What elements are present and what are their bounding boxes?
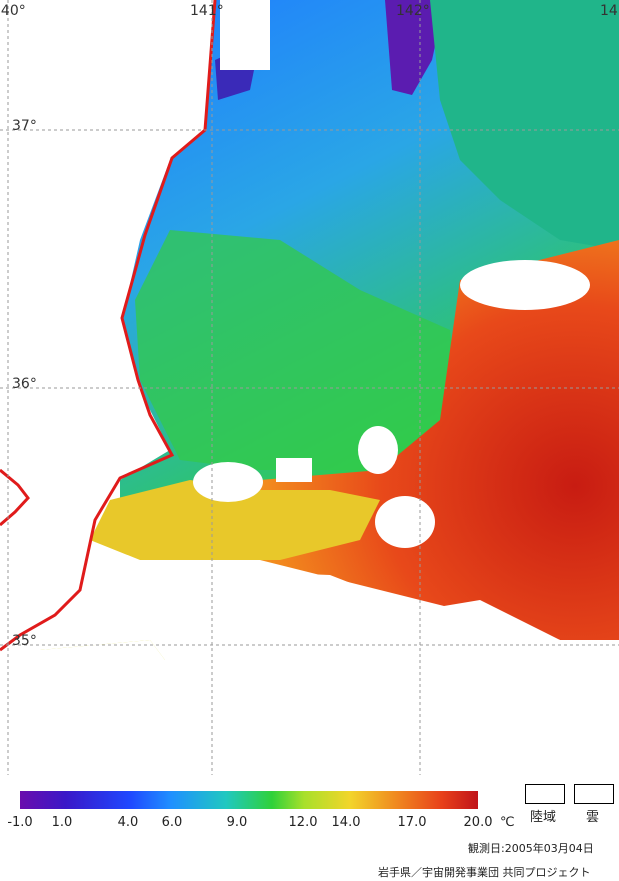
- colorbar-tick-label: 1.0: [51, 815, 73, 830]
- land-area: [0, 0, 215, 660]
- latitude-label: 35°: [12, 633, 37, 649]
- longitude-label: 14: [600, 3, 618, 19]
- ocean-transition-region: [90, 480, 380, 560]
- longitude-label: 140°: [0, 3, 26, 19]
- land-legend-swatch: [525, 784, 565, 804]
- land-legend-label: 陸域: [530, 810, 557, 825]
- colorbar-tick-label: -1.0: [7, 815, 33, 830]
- latitude-label: 37°: [12, 118, 37, 134]
- longitude-label: 142°: [396, 3, 430, 19]
- cloud-patch: [375, 496, 435, 548]
- colorbar-tick-label: 4.0: [117, 815, 139, 830]
- grid-lines: [0, 0, 619, 775]
- cloud-patch: [358, 426, 398, 474]
- cloud-patch: [276, 458, 312, 482]
- sst-map: [0, 0, 619, 775]
- coastline: [0, 0, 217, 652]
- colorbar-tick-label: 14.0: [331, 815, 361, 830]
- observation-date: 観測日:2005年03月04日: [468, 842, 594, 855]
- ocean-green-region: [430, 0, 619, 250]
- cloud-patch: [193, 462, 263, 502]
- colorbar-tick-label: 9.0: [226, 815, 248, 830]
- cloud-patch: [0, 570, 619, 775]
- latitude-label: 36°: [12, 376, 37, 392]
- cloud-legend-label: 雲: [586, 810, 600, 825]
- longitude-label: 141°: [190, 3, 224, 19]
- colorbar-unit: ℃: [500, 815, 515, 830]
- colorbar-tick-label: 6.0: [161, 815, 183, 830]
- colorbar-tick-label: 20.0: [463, 815, 493, 830]
- colorbar-tick-label: 12.0: [288, 815, 318, 830]
- cold-water-band: [385, 0, 445, 95]
- ocean-green-region: [135, 230, 460, 470]
- coastline: [0, 468, 30, 527]
- cloud-legend-swatch: [574, 784, 614, 804]
- cloud-patch: [460, 260, 590, 310]
- credit-text: 岩手県／宇宙開発事業団 共同プロジェクト: [378, 866, 591, 879]
- colorbar-tick-label: 17.0: [397, 815, 427, 830]
- cloud-patch: [220, 0, 270, 70]
- temperature-colorbar: [20, 791, 478, 809]
